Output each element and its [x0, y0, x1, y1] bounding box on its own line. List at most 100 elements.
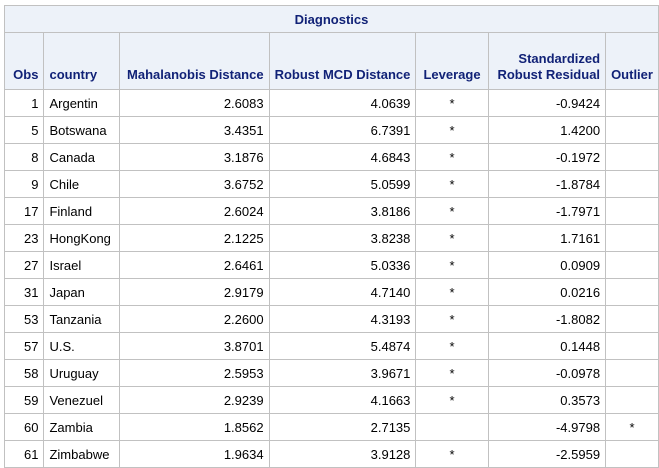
cell-country: Venezuel: [43, 386, 120, 414]
cell-residual: -2.5959: [487, 440, 607, 468]
table-row: 58 Uruguay 2.5953 3.9671 * -0.0978: [3, 359, 659, 387]
cell-obs: 60: [3, 413, 45, 441]
cell-obs: 17: [3, 197, 45, 225]
cell-leverage: *: [415, 116, 489, 144]
table-row: 59 Venezuel 2.9239 4.1663 * 0.3573: [3, 386, 659, 414]
cell-robust-mcd: 4.3193: [268, 305, 417, 333]
cell-robust-mcd: 5.4874: [268, 332, 417, 360]
cell-mahalanobis: 2.6083: [118, 89, 270, 117]
col-header-leverage: Leverage: [415, 32, 489, 90]
cell-leverage: *: [415, 305, 489, 333]
cell-robust-mcd: 2.7135: [268, 413, 417, 441]
table-row: 57 U.S. 3.8701 5.4874 * 0.1448: [3, 332, 659, 360]
cell-robust-mcd: 3.8238: [268, 224, 417, 252]
cell-leverage: *: [415, 278, 489, 306]
cell-residual: 0.0909: [487, 251, 607, 279]
cell-country: Finland: [43, 197, 120, 225]
cell-residual: 0.3573: [487, 386, 607, 414]
cell-obs: 57: [3, 332, 45, 360]
table-row: 9 Chile 3.6752 5.0599 * -1.8784: [3, 170, 659, 198]
cell-residual: -0.0978: [487, 359, 607, 387]
table-body: 1 Argentin 2.6083 4.0639 * -0.9424 5 Botswana 3.…: [3, 89, 659, 468]
cell-mahalanobis: 3.8701: [118, 332, 270, 360]
cell-outlier: [605, 386, 659, 414]
cell-robust-mcd: 4.0639: [268, 89, 417, 117]
col-header-mahalanobis: Mahalanobis Distance: [118, 32, 270, 90]
cell-country: Israel: [43, 251, 120, 279]
cell-country: Argentin: [43, 89, 120, 117]
cell-obs: 23: [3, 224, 45, 252]
cell-residual: -1.7971: [487, 197, 607, 225]
cell-outlier: [605, 170, 659, 198]
cell-robust-mcd: 5.0599: [268, 170, 417, 198]
cell-residual: -0.9424: [487, 89, 607, 117]
cell-residual: -1.8784: [487, 170, 607, 198]
cell-outlier: [605, 359, 659, 387]
col-header-country: country: [43, 32, 120, 90]
cell-mahalanobis: 3.6752: [118, 170, 270, 198]
cell-country: U.S.: [43, 332, 120, 360]
cell-robust-mcd: 4.7140: [268, 278, 417, 306]
cell-country: Botswana: [43, 116, 120, 144]
cell-robust-mcd: 5.0336: [268, 251, 417, 279]
cell-country: Uruguay: [43, 359, 120, 387]
cell-obs: 9: [3, 170, 45, 198]
cell-residual: 1.4200: [487, 116, 607, 144]
cell-leverage: *: [415, 359, 489, 387]
cell-leverage: *: [415, 143, 489, 171]
cell-robust-mcd: 3.9128: [268, 440, 417, 468]
cell-obs: 53: [3, 305, 45, 333]
cell-robust-mcd: 4.1663: [268, 386, 417, 414]
cell-outlier: [605, 89, 659, 117]
cell-residual: 1.7161: [487, 224, 607, 252]
cell-leverage: *: [415, 386, 489, 414]
cell-leverage: [415, 413, 489, 441]
cell-mahalanobis: 3.1876: [118, 143, 270, 171]
table-row: 61 Zimbabwe 1.9634 3.9128 * -2.5959: [3, 440, 659, 468]
cell-leverage: *: [415, 224, 489, 252]
col-header-residual-line2: Robust Residual: [497, 67, 601, 82]
cell-mahalanobis: 1.8562: [118, 413, 270, 441]
cell-mahalanobis: 2.6024: [118, 197, 270, 225]
table-row: 8 Canada 3.1876 4.6843 * -0.1972: [3, 143, 659, 171]
table-row: 1 Argentin 2.6083 4.0639 * -0.9424: [3, 89, 659, 117]
cell-obs: 1: [3, 89, 45, 117]
cell-country: Canada: [43, 143, 120, 171]
cell-outlier: [605, 116, 659, 144]
cell-country: Chile: [43, 170, 120, 198]
cell-mahalanobis: 2.2600: [118, 305, 270, 333]
cell-leverage: *: [415, 332, 489, 360]
cell-leverage: *: [415, 251, 489, 279]
cell-obs: 31: [3, 278, 45, 306]
cell-mahalanobis: 2.5953: [118, 359, 270, 387]
col-header-robust-mcd: Robust MCD Distance: [268, 32, 417, 90]
cell-leverage: *: [415, 440, 489, 468]
diagnostics-table: Diagnostics Obs country Mahalanobis Dist…: [3, 5, 659, 468]
cell-outlier: [605, 305, 659, 333]
cell-country: Zimbabwe: [43, 440, 120, 468]
cell-mahalanobis: 1.9634: [118, 440, 270, 468]
cell-residual: -1.8082: [487, 305, 607, 333]
cell-outlier: [605, 332, 659, 360]
cell-obs: 58: [3, 359, 45, 387]
col-header-outlier: Outlier: [605, 32, 659, 90]
cell-obs: 8: [3, 143, 45, 171]
col-header-residual: Standardized Robust Residual: [487, 32, 607, 90]
table-row: 17 Finland 2.6024 3.8186 * -1.7971: [3, 197, 659, 225]
table-row: 5 Botswana 3.4351 6.7391 * 1.4200: [3, 116, 659, 144]
cell-mahalanobis: 2.1225: [118, 224, 270, 252]
cell-mahalanobis: 2.6461: [118, 251, 270, 279]
cell-robust-mcd: 3.9671: [268, 359, 417, 387]
cell-outlier: [605, 251, 659, 279]
cell-residual: 0.1448: [487, 332, 607, 360]
cell-outlier: [605, 278, 659, 306]
cell-outlier: [605, 143, 659, 171]
cell-residual: -4.9798: [487, 413, 607, 441]
cell-obs: 5: [3, 116, 45, 144]
cell-leverage: *: [415, 89, 489, 117]
table-title: Diagnostics: [4, 5, 659, 33]
table-row: 31 Japan 2.9179 4.7140 * 0.0216: [3, 278, 659, 306]
cell-country: HongKong: [43, 224, 120, 252]
cell-outlier: [605, 224, 659, 252]
cell-outlier: [605, 440, 659, 468]
